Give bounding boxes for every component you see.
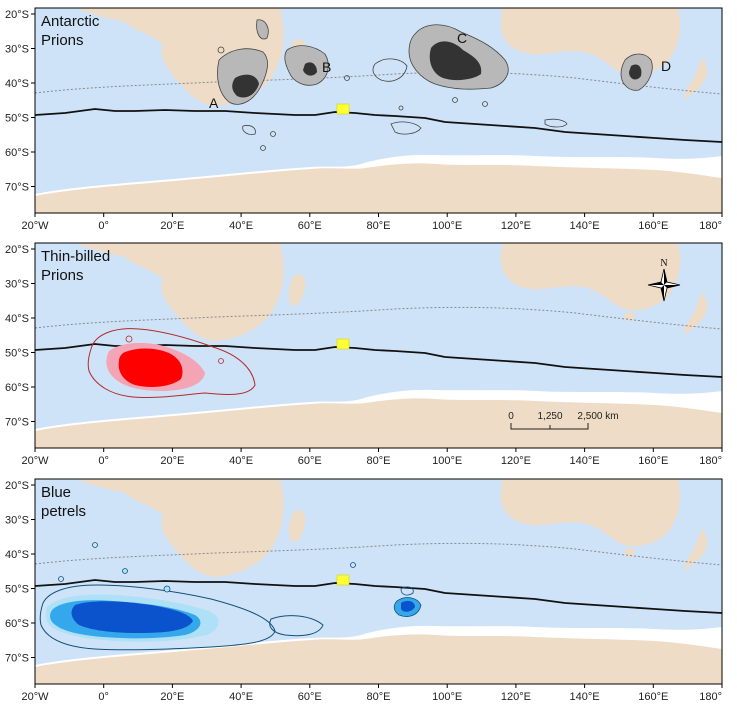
y-tick-label: 60°S (5, 382, 29, 394)
panel-title-line2: Prions (41, 32, 84, 49)
x-tick-label: 20°W (21, 455, 49, 467)
colony-marker (336, 574, 350, 586)
basemap (34, 7, 723, 214)
x-tick-label: 120°E (501, 220, 531, 232)
x-tick-label: 160°E (638, 220, 668, 232)
colony-label-c: C (457, 30, 467, 46)
scale-label-1250: 1,250 (537, 411, 562, 422)
y-tick-label: 20°S (5, 480, 29, 492)
x-tick-label: 80°E (367, 691, 391, 703)
y-tick-label: 70°S (5, 417, 29, 429)
x-tick-label: 100°E (432, 691, 462, 703)
colony-label-a: A (209, 95, 219, 111)
panel-antarctic-prions: Antarctic Prions A B C D (34, 7, 723, 214)
y-tick-label: 70°S (5, 182, 29, 194)
y-tick-label: 50°S (5, 113, 29, 125)
y-tick-label: 50°S (5, 348, 29, 360)
antarctic-prion-density (217, 19, 653, 151)
x-tick-label: 40°E (229, 220, 253, 232)
x-tick-label: 140°E (570, 455, 600, 467)
y-tick-label: 60°S (5, 618, 29, 630)
x-tick-label: 20°W (21, 691, 49, 703)
x-tick-label: 120°E (501, 691, 531, 703)
colony-label-b: B (322, 59, 331, 75)
x-tick-label: 60°E (298, 220, 322, 232)
x-tick-label: 180° (699, 455, 722, 467)
colony-label-d: D (661, 58, 671, 74)
blue-petrel-density (39, 542, 422, 651)
panel-title-line1: Thin-billed (41, 248, 110, 265)
basemap (34, 478, 723, 685)
x-tick-label: 40°E (229, 455, 253, 467)
scale-label-0: 0 (508, 411, 514, 422)
colony-marker (336, 338, 350, 350)
x-tick-label: 140°E (570, 220, 600, 232)
thin-billed-prion-density (87, 328, 256, 399)
north-arrow-icon: N (647, 258, 681, 302)
x-tick-label: 160°E (638, 455, 668, 467)
y-tick-label: 30°S (5, 44, 29, 56)
north-label: N (660, 258, 667, 269)
x-tick-label: 20°E (160, 455, 184, 467)
x-tick-label: 160°E (638, 691, 668, 703)
x-tick-label: 0° (98, 691, 109, 703)
x-tick-label: 20°E (160, 220, 184, 232)
y-tick-label: 20°S (5, 9, 29, 21)
x-tick-label: 140°E (570, 691, 600, 703)
y-tick-label: 50°S (5, 584, 29, 596)
y-tick-label: 30°S (5, 515, 29, 527)
x-tick-label: 20°W (21, 220, 49, 232)
y-tick-label: 40°S (5, 549, 29, 561)
y-tick-label: 70°S (5, 653, 29, 665)
panel-blue-petrels: Blue petrels (34, 478, 723, 685)
y-tick-label: 30°S (5, 279, 29, 291)
x-tick-label: 100°E (432, 220, 462, 232)
colony-marker (336, 103, 350, 115)
y-tick-label: 40°S (5, 78, 29, 90)
x-tick-label: 80°E (367, 455, 391, 467)
y-tick-label: 20°S (5, 244, 29, 256)
panel-thin-billed-prions: Thin-billed Prions N 0 1,250 2,500 km (34, 242, 723, 449)
x-tick-label: 120°E (501, 455, 531, 467)
panel-title-line1: Antarctic (41, 13, 100, 30)
x-tick-label: 60°E (298, 691, 322, 703)
panel-title-line1: Blue (41, 484, 71, 501)
axis-ticks: 20°W 0° 20°E 40°E 60°E 80°E 100°E 120°E 140°E 160… (5, 9, 723, 703)
x-tick-label: 40°E (229, 691, 253, 703)
y-tick-label: 40°S (5, 313, 29, 325)
x-tick-label: 0° (98, 220, 109, 232)
x-tick-label: 80°E (367, 220, 391, 232)
x-tick-label: 60°E (298, 455, 322, 467)
x-tick-label: 180° (699, 220, 722, 232)
y-tick-label: 60°S (5, 147, 29, 159)
panel-title-line2: petrels (41, 503, 86, 520)
panel-title-line2: Prions (41, 267, 84, 284)
scale-bar: 0 1,250 2,500 km (508, 411, 619, 430)
x-tick-label: 180° (699, 691, 722, 703)
x-tick-label: 100°E (432, 455, 462, 467)
scale-label-2500: 2,500 km (577, 411, 618, 422)
x-tick-label: 0° (98, 455, 109, 467)
x-tick-label: 20°E (160, 691, 184, 703)
